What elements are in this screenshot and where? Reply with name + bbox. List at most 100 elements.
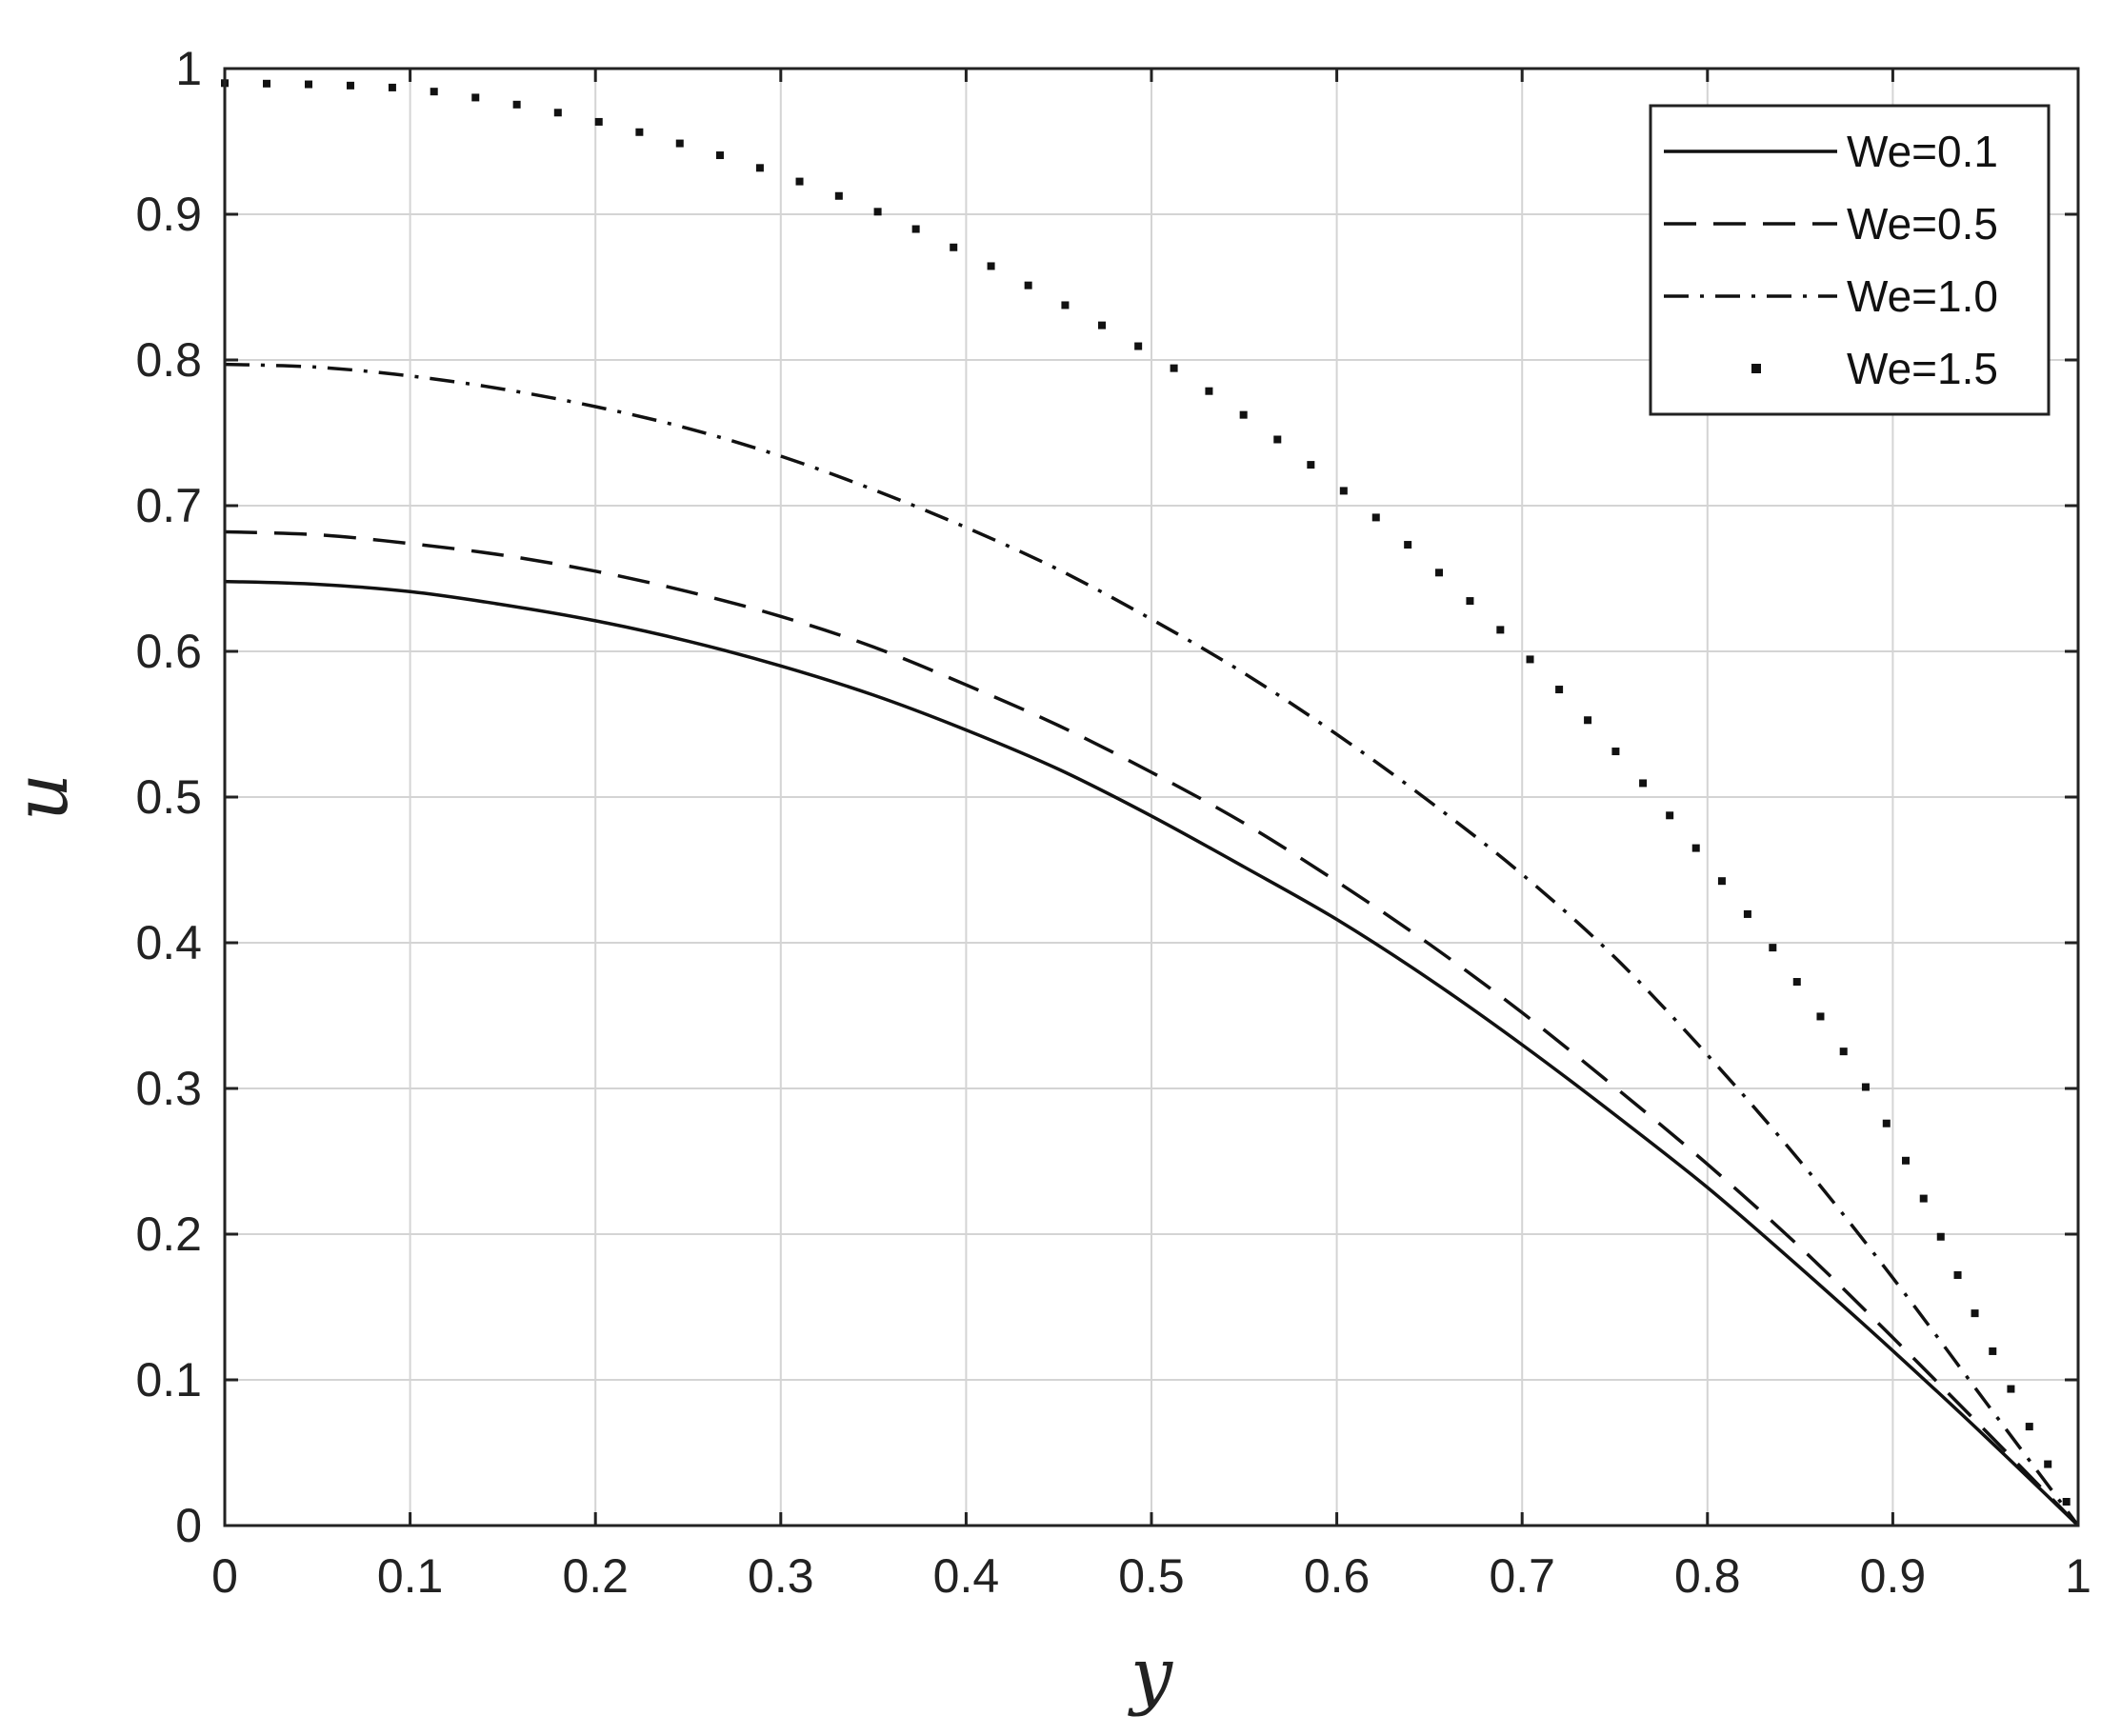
data-point <box>2044 1460 2052 1468</box>
data-point <box>1404 541 1412 549</box>
data-point <box>1435 569 1444 577</box>
series-we-1-5 <box>221 79 2071 1506</box>
data-point <box>675 139 684 148</box>
data-point <box>1584 716 1592 725</box>
data-point <box>715 151 724 160</box>
data-point <box>1098 321 1107 329</box>
data-point <box>1239 410 1248 419</box>
plot-series <box>221 79 2080 1527</box>
data-point <box>262 79 270 88</box>
y-tick-label: 0.8 <box>135 333 202 387</box>
data-point <box>1882 1119 1891 1127</box>
x-tick-label: 0.6 <box>1304 1549 1371 1603</box>
data-point <box>1792 978 1801 987</box>
data-point <box>1743 909 1751 918</box>
data-point <box>1666 811 1674 820</box>
x-tick-label: 0.8 <box>1674 1549 1741 1603</box>
data-point <box>1205 387 1213 395</box>
data-point <box>1371 513 1380 522</box>
data-point <box>1526 655 1534 664</box>
series-line <box>224 362 2080 1527</box>
data-point <box>304 80 312 89</box>
series-line <box>224 529 2080 1527</box>
data-point <box>388 83 396 91</box>
data-point <box>873 208 882 216</box>
data-point <box>1339 487 1348 495</box>
y-tick-label: 0.2 <box>135 1207 202 1261</box>
x-tick-label: 0.1 <box>377 1549 444 1603</box>
data-point <box>1170 364 1178 372</box>
data-point <box>755 164 764 172</box>
y-tick-label: 0.5 <box>135 770 202 824</box>
y-tick-label: 0.3 <box>135 1062 202 1115</box>
data-point <box>2007 1385 2015 1393</box>
legend-item: We=1.5 <box>1751 344 1998 393</box>
series-we-1-0 <box>224 362 2080 1527</box>
y-tick-label: 0.9 <box>135 188 202 241</box>
data-point <box>1861 1083 1870 1091</box>
data-point <box>594 117 603 126</box>
data-point <box>635 128 644 136</box>
data-point <box>1691 844 1700 852</box>
legend-label: We=1.5 <box>1847 344 1998 393</box>
y-tick-label: 1 <box>175 42 202 95</box>
data-point <box>1061 301 1070 309</box>
data-point <box>1971 1309 1979 1318</box>
series-we-0-5 <box>224 529 2080 1527</box>
y-tick-label: 0.6 <box>135 625 202 678</box>
data-point <box>950 243 958 251</box>
x-tick-label: 0.2 <box>562 1549 629 1603</box>
data-point <box>1024 281 1032 289</box>
series-we-0-1 <box>224 579 2080 1527</box>
legend-box <box>1649 104 2051 416</box>
data-point <box>1902 1156 1911 1165</box>
data-point <box>2062 1497 2071 1506</box>
legend-item: We=1.0 <box>1664 271 1998 321</box>
data-point <box>1466 597 1474 606</box>
data-point <box>1919 1194 1928 1203</box>
data-point <box>1273 435 1282 444</box>
y-axis-label: u <box>0 773 85 821</box>
data-point <box>1307 461 1315 469</box>
legend-swatch <box>1751 364 1761 373</box>
data-point <box>1496 626 1505 634</box>
legend-item: We=0.5 <box>1664 199 1998 249</box>
data-point <box>2025 1423 2033 1431</box>
data-point <box>512 100 521 109</box>
data-point <box>1989 1347 1997 1355</box>
x-tick-label: 0.7 <box>1489 1549 1555 1603</box>
x-tick-label: 0.3 <box>748 1549 814 1603</box>
data-point <box>911 225 920 233</box>
y-tick-label: 0.1 <box>135 1353 202 1407</box>
data-point <box>1639 779 1648 788</box>
x-tick-label: 0 <box>211 1549 238 1603</box>
legend-label: We=0.5 <box>1847 199 1998 249</box>
x-axis-label: y <box>1128 1632 1173 1718</box>
x-tick-label: 0.4 <box>933 1549 1000 1603</box>
data-point <box>1717 877 1726 886</box>
axis-ticks: 0 0.1 0.2 0.3 0.4 0.5 0.6 0.7 0.8 0.9 1 0 0.1 0.2 0.3 0… <box>135 42 2091 1603</box>
x-tick-label: 0.5 <box>1118 1549 1185 1603</box>
data-point <box>1555 686 1564 694</box>
y-tick-label: 0.7 <box>135 479 202 532</box>
data-point <box>430 88 438 96</box>
x-tick-label: 0.9 <box>1860 1549 1927 1603</box>
legend-item: We=0.1 <box>1664 127 1998 176</box>
data-point <box>1134 342 1143 350</box>
data-point <box>1953 1270 1962 1279</box>
x-tick-label: 1 <box>2065 1549 2091 1603</box>
data-point <box>987 262 995 270</box>
data-point <box>1816 1012 1825 1021</box>
chart-legend: We=0.1 We=0.5 We=1.0 We=1.5 <box>1649 104 2051 416</box>
data-point <box>553 109 562 117</box>
data-point <box>1936 1232 1945 1241</box>
y-tick-label: 0.4 <box>135 916 202 969</box>
data-point <box>1611 748 1620 756</box>
legend-label: We=1.0 <box>1847 271 1998 321</box>
data-point <box>1839 1048 1848 1056</box>
data-point <box>795 177 804 186</box>
legend-label: We=0.1 <box>1847 127 1998 176</box>
data-point <box>834 191 843 200</box>
data-point <box>1769 944 1777 952</box>
